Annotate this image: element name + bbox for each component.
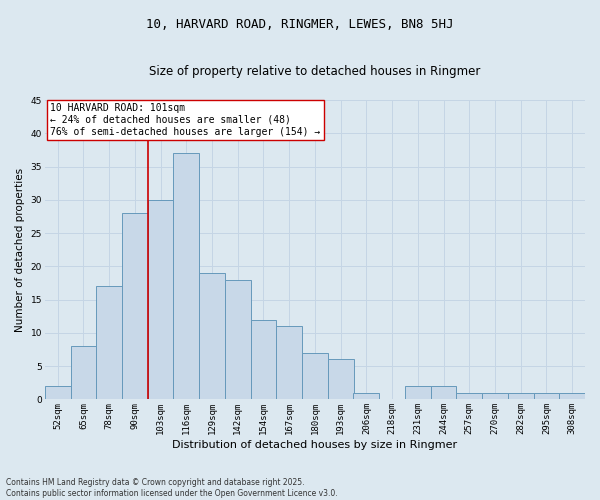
Bar [122,213,148,400]
X-axis label: Distribution of detached houses by size in Ringmer: Distribution of detached houses by size … [172,440,457,450]
Bar [173,153,199,400]
Bar [405,386,431,400]
Bar [199,273,225,400]
Bar [302,353,328,400]
Bar [533,393,559,400]
Bar [225,280,251,400]
Bar [482,393,508,400]
Y-axis label: Number of detached properties: Number of detached properties [15,168,25,332]
Bar [559,393,585,400]
Bar [328,360,353,400]
Bar [96,286,122,400]
Title: Size of property relative to detached houses in Ringmer: Size of property relative to detached ho… [149,65,481,78]
Bar [148,200,173,400]
Bar [251,320,277,400]
Bar [353,393,379,400]
Text: 10, HARVARD ROAD, RINGMER, LEWES, BN8 5HJ: 10, HARVARD ROAD, RINGMER, LEWES, BN8 5H… [146,18,454,30]
Text: 10 HARVARD ROAD: 101sqm
← 24% of detached houses are smaller (48)
76% of semi-de: 10 HARVARD ROAD: 101sqm ← 24% of detache… [50,104,320,136]
Bar [277,326,302,400]
Text: Contains HM Land Registry data © Crown copyright and database right 2025.
Contai: Contains HM Land Registry data © Crown c… [6,478,338,498]
Bar [71,346,96,400]
Bar [457,393,482,400]
Bar [508,393,533,400]
Bar [45,386,71,400]
Bar [431,386,457,400]
